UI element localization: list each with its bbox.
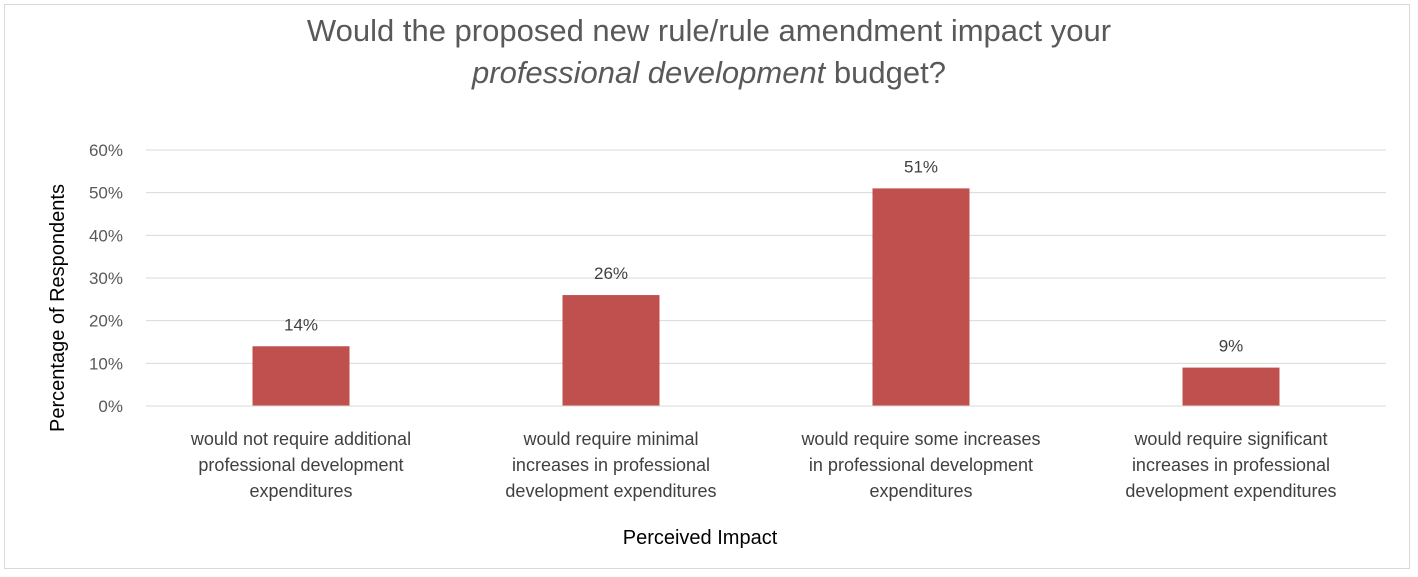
x-category-label: would require significant increases in pr… [1125,429,1336,501]
y-tick-label: 30% [89,269,123,288]
chart-title-rest: budget? [825,55,946,90]
x-category-label: would require minimal increases in profes… [505,429,716,501]
bar [562,295,660,406]
data-label: 14% [284,315,318,334]
chart-area [4,4,1410,569]
x-axis-title: Perceived Impact [623,527,778,549]
y-axis-title: Percentage of Respondents [47,184,69,432]
chart-title-line2: professional development budget? [0,52,1418,94]
data-label: 51% [904,157,938,176]
y-tick-label: 50% [89,184,123,203]
chart-title: Would the proposed new rule/rule amendme… [0,10,1418,94]
y-tick-label: 20% [89,312,123,331]
bar [252,346,350,406]
bar [872,188,970,406]
y-tick-label: 0% [98,397,123,416]
data-label: 9% [1219,337,1244,356]
y-tick-label: 10% [89,354,123,373]
y-tick-label: 40% [89,226,123,245]
x-category-label: would not require additional professional… [190,429,411,501]
chart-title-line1: Would the proposed new rule/rule amendme… [306,13,1112,48]
chart-title-italic: professional development [472,55,826,90]
y-tick-label: 60% [89,141,123,160]
data-label: 26% [594,264,628,283]
x-category-label: would require some increases in professio… [800,429,1040,501]
bar [1182,367,1280,406]
